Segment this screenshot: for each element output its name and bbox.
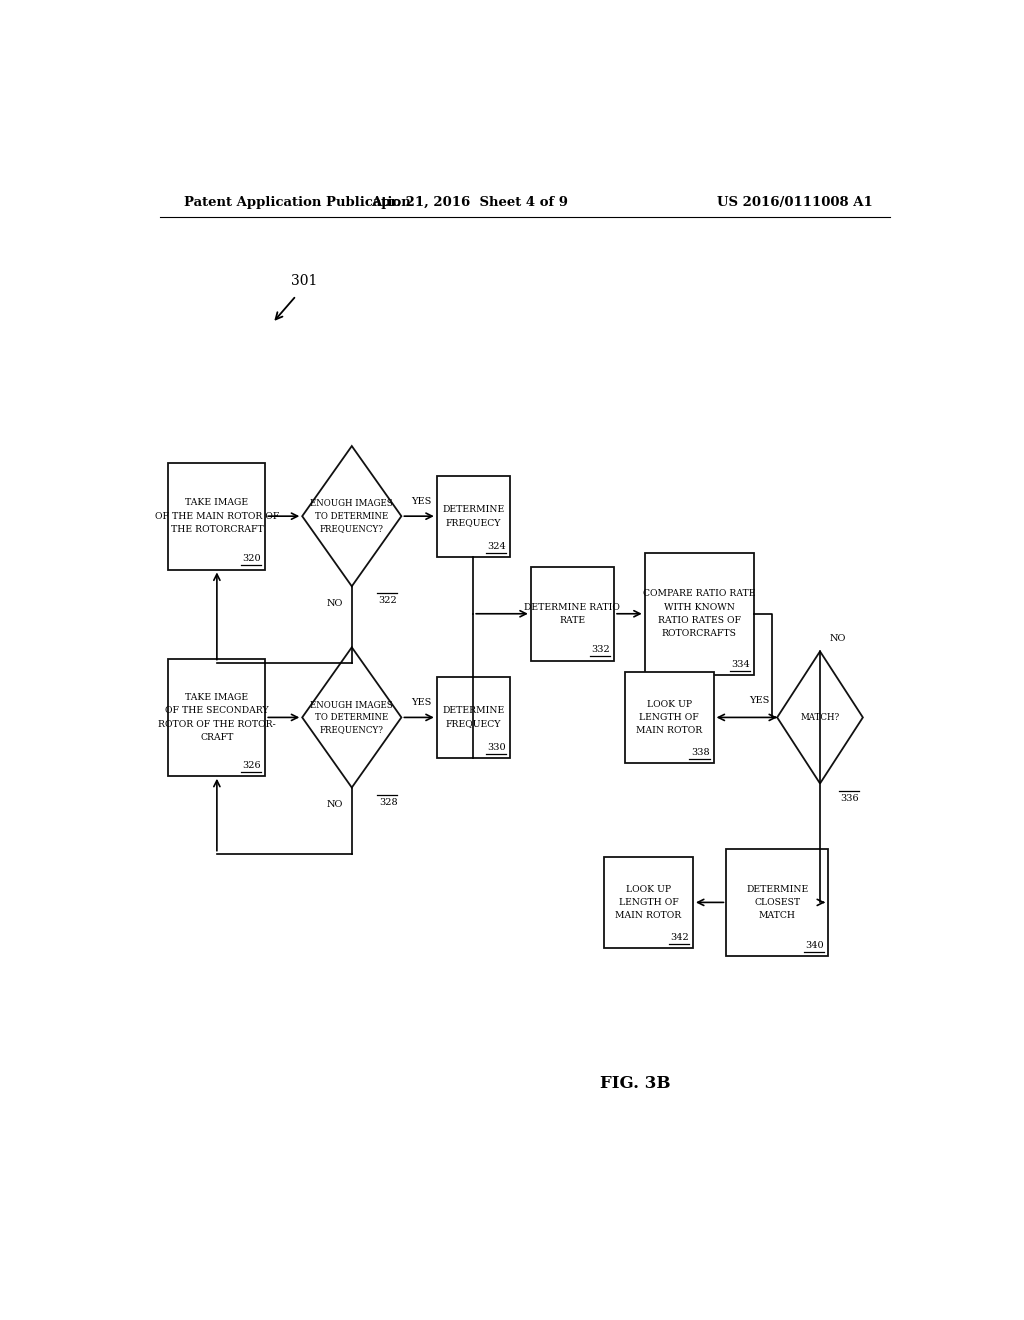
Text: THE ROTORCRAFT: THE ROTORCRAFT [171, 525, 263, 533]
Text: NO: NO [327, 598, 342, 607]
Text: MATCH: MATCH [759, 911, 796, 920]
FancyBboxPatch shape [436, 677, 510, 758]
FancyBboxPatch shape [726, 849, 828, 956]
Text: FREQUENCY?: FREQUENCY? [319, 524, 384, 533]
Text: MAIN ROTOR: MAIN ROTOR [615, 911, 682, 920]
Text: ROTORCRAFTS: ROTORCRAFTS [662, 630, 737, 638]
Text: TAKE IMAGE: TAKE IMAGE [185, 499, 249, 507]
Text: ROTOR OF THE ROTOR-: ROTOR OF THE ROTOR- [158, 719, 275, 729]
Polygon shape [777, 651, 863, 784]
Text: NO: NO [829, 634, 846, 643]
Text: FIG. 3B: FIG. 3B [600, 1074, 671, 1092]
FancyBboxPatch shape [625, 672, 714, 763]
FancyBboxPatch shape [645, 553, 754, 675]
Text: 334: 334 [731, 660, 751, 669]
Text: OF THE MAIN ROTOR OF: OF THE MAIN ROTOR OF [155, 512, 280, 520]
Text: DETERMINE: DETERMINE [442, 506, 505, 513]
Text: CRAFT: CRAFT [201, 733, 233, 742]
Text: YES: YES [411, 498, 431, 506]
Text: DETERMINE RATIO: DETERMINE RATIO [524, 603, 621, 611]
Text: LENGTH OF: LENGTH OF [618, 898, 679, 907]
Text: DETERMINE: DETERMINE [442, 706, 505, 715]
Text: 320: 320 [243, 554, 261, 564]
Text: TAKE IMAGE: TAKE IMAGE [185, 693, 249, 702]
Text: MATCH?: MATCH? [801, 713, 840, 722]
Text: COMPARE RATIO RATE: COMPARE RATIO RATE [643, 590, 756, 598]
Text: FREQUECY: FREQUECY [445, 519, 501, 527]
FancyBboxPatch shape [169, 659, 265, 776]
Text: Apr. 21, 2016  Sheet 4 of 9: Apr. 21, 2016 Sheet 4 of 9 [371, 195, 567, 209]
FancyBboxPatch shape [436, 475, 510, 557]
Polygon shape [302, 647, 401, 788]
Text: WITH KNOWN: WITH KNOWN [664, 603, 735, 611]
Text: CLOSEST: CLOSEST [754, 898, 800, 907]
Text: US 2016/0111008 A1: US 2016/0111008 A1 [717, 195, 872, 209]
Text: TO DETERMINE: TO DETERMINE [315, 512, 388, 520]
Text: NO: NO [327, 800, 342, 809]
Text: LOOK UP: LOOK UP [647, 700, 692, 709]
Text: YES: YES [749, 696, 769, 705]
Polygon shape [302, 446, 401, 586]
Text: ENOUGH IMAGES: ENOUGH IMAGES [310, 701, 393, 710]
Text: ENOUGH IMAGES: ENOUGH IMAGES [310, 499, 393, 508]
Text: YES: YES [411, 698, 431, 708]
Text: 328: 328 [379, 797, 397, 807]
FancyBboxPatch shape [169, 463, 265, 569]
Text: DETERMINE: DETERMINE [746, 884, 808, 894]
Text: FREQUENCY?: FREQUENCY? [319, 725, 384, 734]
Text: LENGTH OF: LENGTH OF [639, 713, 699, 722]
Text: LOOK UP: LOOK UP [626, 884, 671, 894]
Text: 326: 326 [243, 760, 261, 770]
Text: 330: 330 [487, 743, 506, 752]
Text: 342: 342 [671, 933, 689, 942]
Text: FREQUECY: FREQUECY [445, 719, 501, 729]
Text: 301: 301 [291, 275, 317, 289]
Text: Patent Application Publication: Patent Application Publication [183, 195, 411, 209]
Text: OF THE SECONDARY: OF THE SECONDARY [165, 706, 268, 715]
Text: 322: 322 [379, 597, 397, 606]
Text: 340: 340 [805, 941, 824, 949]
Text: RATE: RATE [559, 616, 586, 624]
Text: TO DETERMINE: TO DETERMINE [315, 713, 388, 722]
Text: 338: 338 [691, 748, 710, 758]
FancyBboxPatch shape [604, 857, 693, 948]
FancyBboxPatch shape [530, 568, 614, 660]
Text: RATIO RATES OF: RATIO RATES OF [657, 616, 741, 624]
Text: MAIN ROTOR: MAIN ROTOR [636, 726, 702, 735]
Text: 324: 324 [487, 541, 506, 550]
Text: 336: 336 [841, 793, 859, 803]
Text: 332: 332 [592, 645, 610, 655]
